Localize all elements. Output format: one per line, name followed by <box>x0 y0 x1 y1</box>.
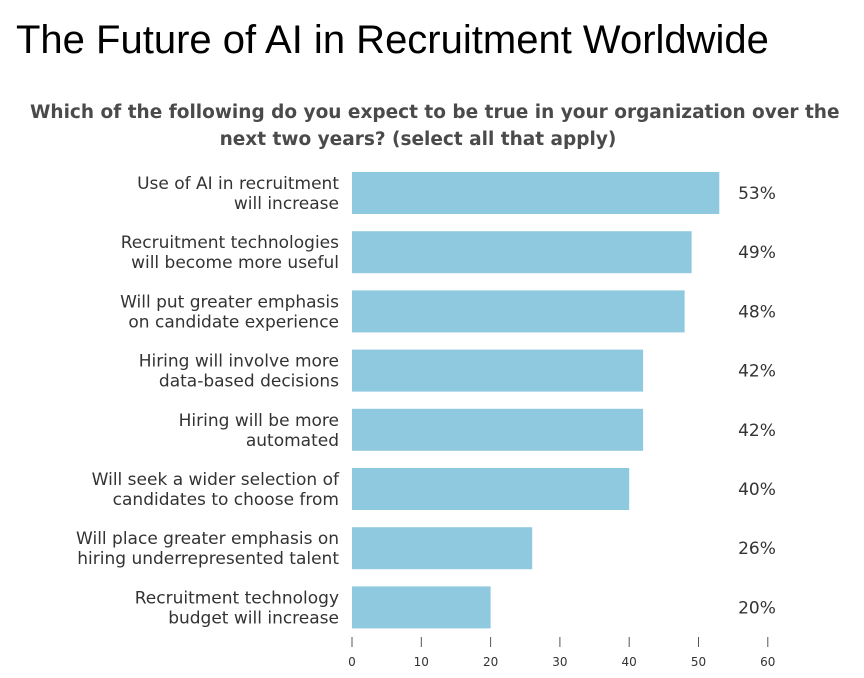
value-label-7: 20% <box>738 598 776 618</box>
category-label-3: Hiring will involve more data-based decis… <box>139 352 339 392</box>
bar-6 <box>352 527 533 570</box>
value-label-5: 40% <box>738 480 776 500</box>
category-label-2: Will put greater emphasis on candidate ex… <box>120 292 339 332</box>
chart-question-line-2: next two years? (select all that apply) <box>219 129 617 150</box>
bar-4 <box>352 408 644 451</box>
bar-3 <box>352 349 644 392</box>
category-label-7: Recruitment technology budget will increa… <box>135 588 339 628</box>
category-label-6: Will place greater emphasis on hiring und… <box>76 529 339 569</box>
bar-5 <box>352 468 630 510</box>
value-label-4: 42% <box>738 421 776 441</box>
bar-1 <box>352 231 692 274</box>
bar-7 <box>352 586 491 629</box>
category-label-5: Will seek a wider selection of candidates… <box>92 470 340 510</box>
x-tick-label-4: 40 <box>622 655 637 669</box>
x-tick-label-5: 50 <box>691 655 706 669</box>
x-tick-label-0: 0 <box>348 655 356 669</box>
category-label-0: Use of AI in recruitment will increase <box>137 174 339 214</box>
page-title: The Future of AI in Recruitment Worldwid… <box>16 18 769 62</box>
x-tick-label-2: 20 <box>483 655 498 669</box>
value-label-6: 26% <box>738 539 776 559</box>
category-label-1: Recruitment technologies will become more… <box>121 233 339 273</box>
value-label-0: 53% <box>738 184 776 204</box>
value-label-2: 48% <box>738 302 776 322</box>
x-tick-label-6: 60 <box>760 655 775 669</box>
chart-question-line-1: Which of the following do you expect to … <box>30 102 840 123</box>
x-tick-label-3: 30 <box>552 655 567 669</box>
bar-0 <box>352 172 720 214</box>
value-label-1: 49% <box>738 243 776 263</box>
bar-2 <box>352 290 685 333</box>
value-label-3: 42% <box>738 362 776 382</box>
category-label-4: Hiring will be more automated <box>179 411 339 451</box>
x-tick-label-1: 10 <box>414 655 429 669</box>
